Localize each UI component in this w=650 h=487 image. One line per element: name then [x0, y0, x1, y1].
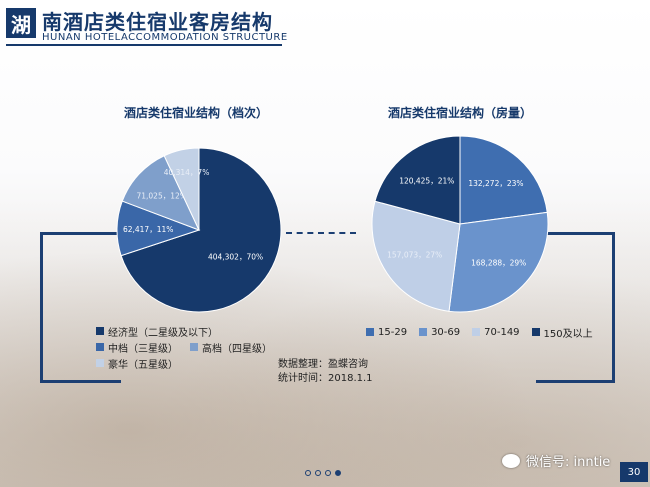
source-line-2: 统计时间：2018.1.1 [278, 373, 373, 384]
legend-swatch [419, 328, 428, 336]
source-line-1: 数据整理：盈蝶咨询 [278, 359, 368, 370]
pie-data-label-0-2: 71,025，12% [136, 191, 186, 200]
wechat-watermark: 微信号: inntie [502, 451, 610, 470]
legend-label: 30-69 [431, 326, 461, 338]
pie-slice-0-3 [163, 147, 200, 231]
left-bracket [40, 232, 121, 383]
legend-swatch [366, 328, 374, 336]
legend-label: 150及以上 [543, 328, 593, 340]
pagination-dots[interactable] [305, 470, 345, 476]
right-bracket [536, 232, 615, 383]
legend-label: 中档（三星级） [108, 343, 178, 355]
legend-swatch [96, 327, 104, 335]
legend-item: 70-149 [472, 324, 520, 340]
page-dot-active[interactable] [335, 470, 341, 476]
page-dot[interactable] [305, 470, 311, 476]
legend-label: 70-149 [484, 326, 520, 338]
page-title: 南酒店类住宿业客房结构 [42, 10, 273, 34]
pie-slice-1-3 [374, 135, 461, 225]
header-badge: 湖 [6, 8, 36, 38]
data-source: 数据整理：盈蝶咨询 统计时间：2018.1.1 [278, 358, 373, 386]
page-number: 30 [620, 462, 648, 482]
pie-data-label-1-1: 168,288，29% [471, 258, 526, 267]
pie-data-label-1-2: 157,073，27% [387, 250, 442, 259]
pie-slice-1-1 [448, 211, 549, 313]
pie-slice-0-0 [120, 147, 282, 313]
legend-item: 30-69 [419, 324, 460, 340]
legend-swatch [531, 328, 540, 336]
header-underline [6, 44, 282, 46]
pie-slice-1-0 [459, 135, 548, 225]
legend-swatch [472, 328, 481, 336]
page-dot[interactable] [325, 470, 331, 476]
pie-slice-1-2 [371, 200, 461, 312]
legend-label: 高档（四星级） [202, 343, 272, 355]
legend-rooms: 15-29 30-69 70-149 150及以上 [366, 324, 606, 340]
legend-label: 豪华（五星级） [108, 359, 178, 371]
chart-title-grade: 酒店类住宿业结构（档次） [123, 106, 268, 120]
legend-label: 15-29 [378, 326, 408, 338]
pie-data-label-1-3: 120,425，21% [399, 177, 454, 186]
wechat-icon [502, 453, 520, 468]
wechat-id: 微信号: inntie [526, 455, 611, 470]
page-subtitle: HUNAN HOTELACCOMMODATION STRUCTURE [42, 32, 288, 43]
legend-item: 中档（三星级） [96, 339, 178, 355]
page-dot[interactable] [315, 470, 321, 476]
top-dash-line [286, 232, 356, 234]
pie-data-label-0-1: 62,417，11% [123, 225, 173, 234]
legend-swatch [96, 359, 104, 367]
pie-data-label-0-3: 40,314，7% [164, 168, 210, 177]
legend-item: 豪华（五星级） [96, 355, 178, 371]
legend-label: 经济型（二星级及以下） [108, 327, 218, 339]
legend-item: 15-29 [366, 324, 407, 340]
pie-data-label-0-0: 404,302，70% [208, 252, 263, 261]
legend-swatch [96, 343, 104, 351]
pie-slice-0-2 [121, 155, 200, 231]
pie-data-label-1-0: 132,272，23% [468, 179, 523, 188]
legend-item: 高档（四星级） [190, 339, 272, 355]
legend-item: 150及以上 [531, 324, 593, 340]
legend-grade: 经济型（二星级及以下） 中档（三星级） 高档（四星级） 豪华（五星级） [96, 323, 296, 371]
legend-item: 经济型（二星级及以下） [96, 323, 218, 339]
chart-title-rooms: 酒店类住宿业结构（房量） [387, 106, 532, 120]
legend-swatch [190, 343, 198, 351]
